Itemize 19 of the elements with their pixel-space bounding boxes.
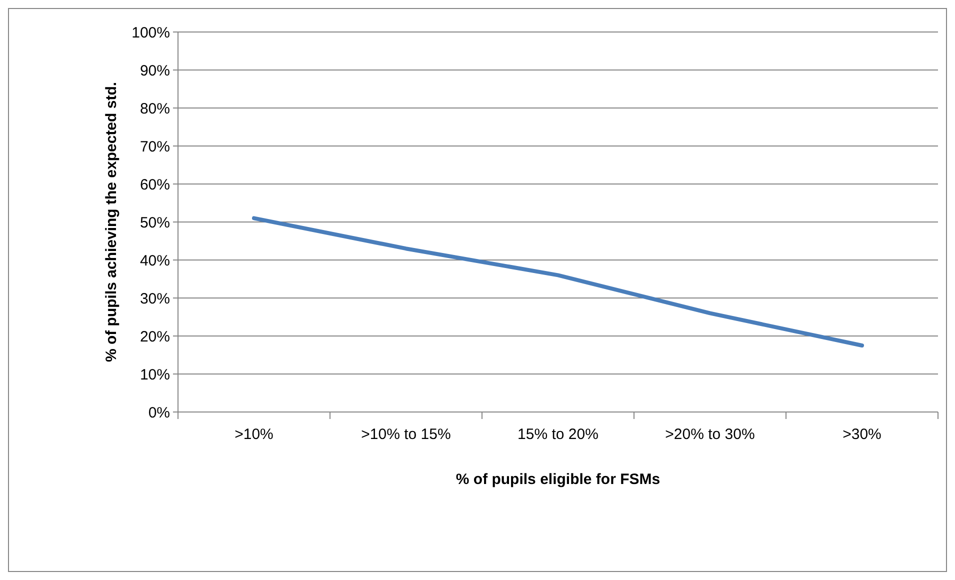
y-axis-title: % of pupils achieving the expected std. — [103, 82, 120, 362]
x-tick-label: >30% — [842, 426, 882, 443]
y-tick-label: 30% — [140, 290, 170, 308]
y-tick-label: 100% — [132, 24, 170, 42]
y-tick-label: 10% — [140, 366, 170, 384]
y-tick-label: 60% — [140, 176, 170, 194]
x-axis-title: % of pupils eligible for FSMs — [456, 471, 660, 488]
y-tick-label: 40% — [140, 252, 170, 270]
x-tick-label: >10% — [234, 426, 274, 443]
x-tick-label: >10% to 15% — [361, 426, 451, 443]
y-tick-label: 90% — [140, 62, 170, 80]
y-tick-label: 80% — [140, 100, 170, 118]
line-series — [252, 216, 864, 348]
y-tick-label: 20% — [140, 328, 170, 346]
y-tick-label: 50% — [140, 214, 170, 232]
x-tick-label: 15% to 20% — [518, 426, 598, 443]
y-tick-label: 0% — [148, 404, 170, 422]
y-tick-label: 70% — [140, 138, 170, 156]
x-tick-label: >20% to 30% — [665, 426, 755, 443]
